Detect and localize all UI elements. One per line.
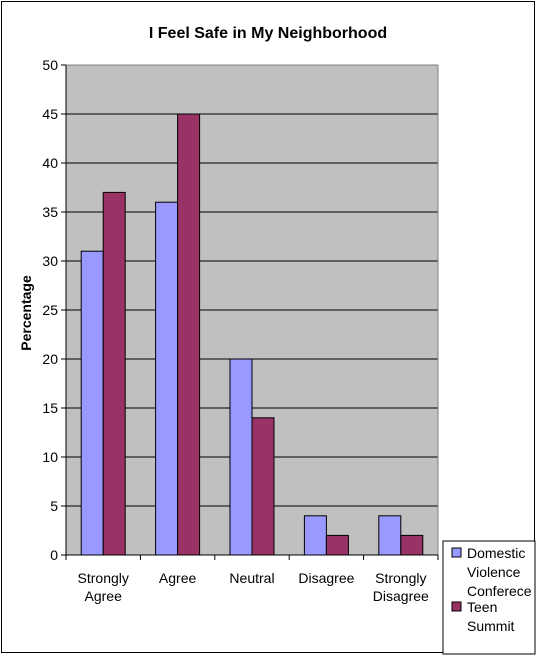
bar-series-2-category-4: [325, 534, 349, 556]
bar-series-1-category-3: [229, 358, 253, 556]
bar-series-2-category-2: [177, 113, 201, 556]
y-tick-label: 15: [42, 400, 58, 416]
x-tick-label: Agree: [159, 570, 197, 586]
y-tick-label: 0: [50, 547, 58, 563]
bar-series-1-category-4: [303, 515, 327, 556]
legend-swatch-series-2: [451, 601, 462, 612]
y-tick-label: 25: [42, 302, 58, 318]
bar-series-2-category-1: [102, 191, 126, 556]
x-tick-label: Agree: [85, 588, 123, 604]
y-tick-label: 10: [42, 449, 58, 465]
x-tick-label: Disagree: [373, 588, 429, 604]
legend-label-series-1: Violence: [467, 564, 521, 580]
y-tick-label: 50: [42, 57, 58, 73]
y-tick-label: 20: [42, 351, 58, 367]
y-tick-label: 45: [42, 106, 58, 122]
x-tick-label: Strongly: [78, 570, 129, 586]
x-tick-label: Neutral: [229, 570, 274, 586]
bar-series-1-category-2: [155, 201, 179, 556]
legend-label-series-1: Conferece: [467, 583, 532, 599]
bar-series-2-category-3: [251, 417, 275, 556]
legend-box: [442, 540, 536, 655]
y-axis-label: Percentage: [18, 275, 34, 351]
bar-series-1-category-1: [80, 250, 104, 556]
y-tick-label: 30: [42, 253, 58, 269]
x-tick-labels: Strongly Agree Agree Neutral Disagree Strongl…: [78, 570, 430, 604]
y-tick-labels: 0 5 10 15 20 25 30 35 40 45 50: [42, 57, 58, 563]
y-tick-label: 5: [50, 498, 58, 514]
bar-series-1-category-5: [378, 515, 402, 556]
legend-label-series-2: Teen: [467, 599, 497, 615]
legend-swatch-series-1: [451, 547, 462, 558]
legend-label-series-1: Domestic: [467, 545, 525, 561]
axes: [61, 64, 439, 560]
y-tick-label: 35: [42, 204, 58, 220]
chart-title: I Feel Safe in My Neighborhood: [149, 25, 387, 42]
bar-series-2-category-5: [400, 534, 424, 556]
x-tick-label: Disagree: [298, 570, 354, 586]
y-tick-label: 40: [42, 155, 58, 171]
legend-label-series-2: Summit: [467, 618, 515, 634]
bars: [80, 113, 424, 556]
x-tick-label: Strongly: [375, 570, 426, 586]
